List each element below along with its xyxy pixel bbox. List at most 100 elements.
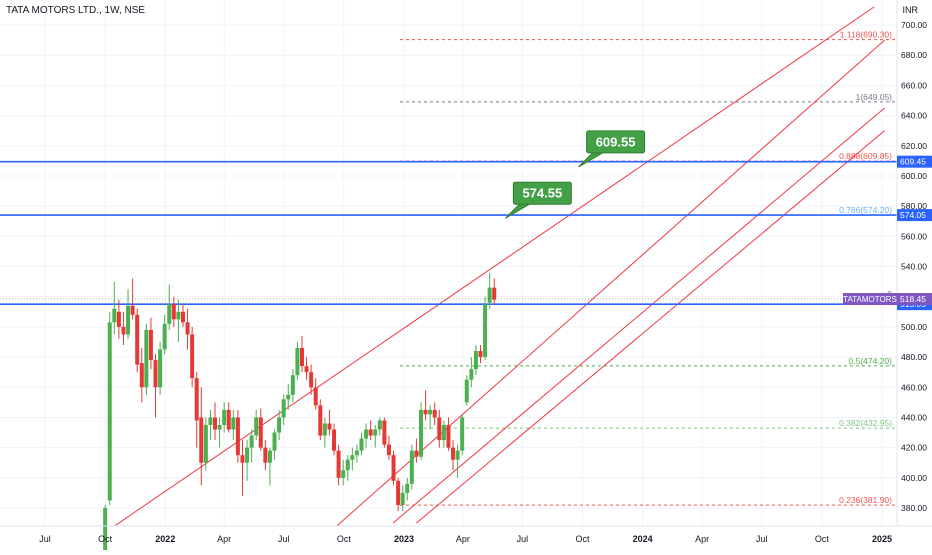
candle-body xyxy=(432,409,437,418)
candle-body xyxy=(144,329,149,388)
candle-body xyxy=(254,417,259,436)
callout-label: 574.55 xyxy=(522,186,562,201)
candle-body xyxy=(396,480,401,505)
candle-body xyxy=(382,420,387,445)
y-tick-label: 460.00 xyxy=(901,382,927,392)
fib-level-label: 0.382(432.95) xyxy=(839,418,892,428)
horizontal-levels[interactable] xyxy=(0,160,897,305)
candle-body xyxy=(103,508,108,555)
candle-body xyxy=(359,438,364,451)
candle-body xyxy=(418,409,423,457)
x-tick-label: 2023 xyxy=(394,534,414,544)
x-tick-label: Jul xyxy=(517,534,529,544)
candle-body xyxy=(473,351,478,370)
candle-body xyxy=(441,424,446,441)
callout-label: 609.55 xyxy=(596,134,636,149)
candle-body xyxy=(208,417,213,425)
candles xyxy=(103,272,497,555)
x-tick-label: Oct xyxy=(815,534,830,544)
candle-body xyxy=(203,424,208,463)
channel-line[interactable] xyxy=(416,130,885,524)
x-tick-label: Oct xyxy=(337,534,352,544)
candle-body xyxy=(126,305,131,335)
candle-body xyxy=(364,429,369,439)
candle-body xyxy=(235,417,240,456)
candle-body xyxy=(213,417,218,430)
y-tick-label: 480.00 xyxy=(901,352,927,362)
symbol-tag-label: TATAMOTORS xyxy=(843,295,897,304)
candle-body xyxy=(286,394,291,400)
channel-line[interactable] xyxy=(114,6,875,527)
candle-body xyxy=(158,349,163,388)
candle-body xyxy=(194,378,199,421)
candle-body xyxy=(112,308,117,323)
x-tick-label: Jul xyxy=(756,534,768,544)
candle-body xyxy=(409,450,414,484)
candle-body xyxy=(341,470,346,478)
candle-body xyxy=(354,450,359,456)
candle-body xyxy=(153,360,158,388)
y-tick-label: 620.00 xyxy=(901,141,927,151)
time-axis[interactable]: Jul Oct 2022 Apr Jul Oct 2023 Apr Jul Oct 2024 Apr J… xyxy=(39,534,892,544)
candle-body xyxy=(336,450,341,478)
y-tick-label: 560.00 xyxy=(901,231,927,241)
candle-body xyxy=(318,405,323,436)
channel-line[interactable] xyxy=(392,107,885,524)
candle-body xyxy=(332,429,337,451)
fib-level-label: 1.118(690.30) xyxy=(840,30,892,40)
candle-body xyxy=(116,311,121,327)
channel-line[interactable] xyxy=(336,39,885,527)
price-callout[interactable]: 574.55 xyxy=(504,181,572,219)
candle-body xyxy=(446,424,451,448)
x-tick-label: 2025 xyxy=(872,534,892,544)
candle-body xyxy=(304,366,309,373)
y-tick-label: 500.00 xyxy=(901,322,927,332)
candle-body xyxy=(483,304,488,358)
x-tick-label: 2024 xyxy=(633,534,653,544)
channel-lines[interactable] xyxy=(114,6,885,527)
candle-body xyxy=(217,424,222,430)
candle-body xyxy=(190,334,195,379)
fib-level-label: 0.5(474.20) xyxy=(849,356,893,366)
price-callout[interactable]: 609.55 xyxy=(578,130,646,168)
candle-body xyxy=(148,329,153,361)
callouts[interactable]: 574.55 609.55 xyxy=(504,130,646,219)
candle-body xyxy=(226,409,231,430)
candle-body xyxy=(180,311,185,323)
candle-body xyxy=(414,450,419,457)
y-tick-label: 640.00 xyxy=(901,111,927,121)
candle-body xyxy=(121,326,126,335)
fib-level-label: 0.786(574.20) xyxy=(839,205,892,215)
level-price-tag-label: 609.45 xyxy=(900,157,926,167)
last-price-tag-label: 518.45 xyxy=(900,294,926,304)
callout-box xyxy=(586,130,646,154)
level-price-tag xyxy=(897,155,932,168)
candle-body xyxy=(281,399,286,418)
x-tick-label: Apr xyxy=(217,534,231,544)
candle-body xyxy=(423,409,428,415)
candle-body xyxy=(428,409,433,415)
candle-body xyxy=(277,417,282,433)
x-tick-label: Apr xyxy=(695,534,709,544)
candle-body xyxy=(249,435,254,448)
y-tick-label: 400.00 xyxy=(901,473,927,483)
candle-body xyxy=(290,375,295,395)
x-tick-label: 2022 xyxy=(155,534,175,544)
candle-body xyxy=(258,417,263,448)
fib-level-label: 0.236(381.90) xyxy=(839,495,892,505)
candle-body xyxy=(272,432,277,451)
candle-body xyxy=(400,492,405,505)
candle-body xyxy=(460,417,465,451)
candle-body xyxy=(299,348,304,367)
candle-body xyxy=(322,423,327,436)
x-tick-label: Apr xyxy=(456,534,470,544)
y-tick-label: 440.00 xyxy=(901,412,927,422)
y-tick-label: 580.00 xyxy=(901,201,927,211)
x-tick-label: Jul xyxy=(39,534,51,544)
candle-body xyxy=(350,455,355,460)
candle-body xyxy=(130,305,135,315)
